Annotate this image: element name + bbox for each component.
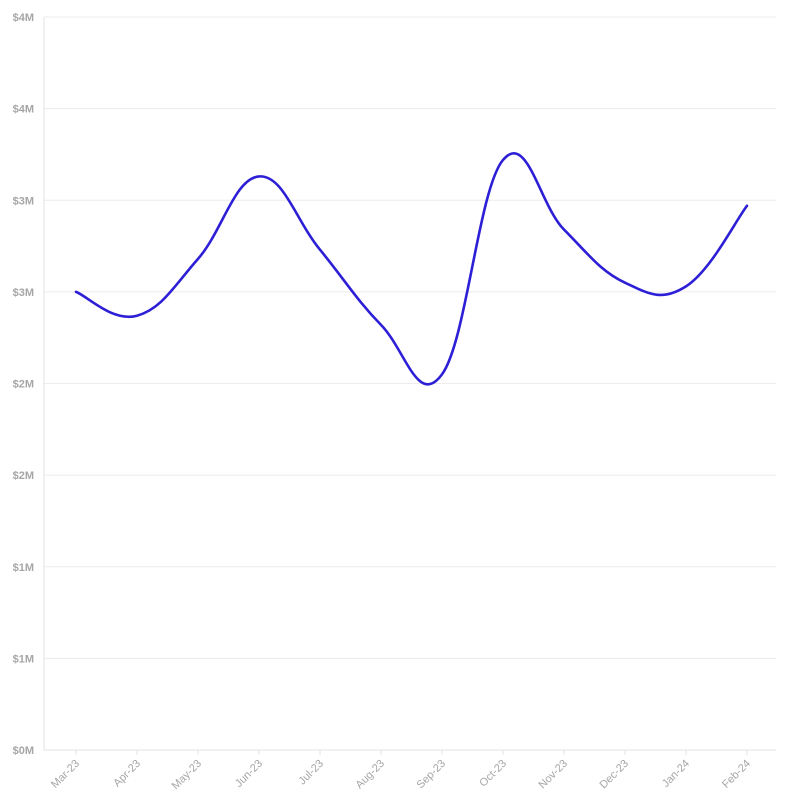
y-tick-label: $3M xyxy=(13,195,34,207)
x-tick-label: Sep-23 xyxy=(415,758,449,792)
x-tick-label: Oct-23 xyxy=(477,758,509,790)
x-tick-label: May-23 xyxy=(170,758,204,792)
y-tick-label: $4M xyxy=(13,104,34,116)
x-tick-label: Jun-23 xyxy=(233,758,265,790)
series-line xyxy=(74,152,749,386)
series-layer xyxy=(74,152,749,386)
x-tick-label: Nov-23 xyxy=(537,758,571,792)
x-tick-label: Jul-23 xyxy=(296,758,326,788)
y-tick-label: $2M xyxy=(13,470,34,482)
y-tick-label: $0M xyxy=(13,745,34,757)
x-axis: Mar-23 Apr-23 May-23 Jun-23 Jul-23 Aug-23 Sep-… xyxy=(44,749,776,792)
y-tick-label: $4M xyxy=(13,12,34,24)
y-tick-label: $3M xyxy=(13,287,34,299)
x-tick-label: Aug-23 xyxy=(354,758,388,792)
x-tick-label: Mar-23 xyxy=(49,758,82,791)
y-axis: $0M $1M $1M $2M $2M $3M $3M $4M $4M xyxy=(13,12,45,757)
x-tick-label: Feb-24 xyxy=(720,758,753,791)
y-tick-label: $1M xyxy=(13,653,34,665)
x-tick-label: Jan-24 xyxy=(660,758,692,790)
x-tick-label: Apr-23 xyxy=(111,758,143,790)
x-tick-label: Dec-23 xyxy=(598,758,632,792)
grid-layer xyxy=(44,16,776,751)
y-tick-label: $1M xyxy=(13,562,34,574)
y-tick-label: $2M xyxy=(13,379,34,391)
